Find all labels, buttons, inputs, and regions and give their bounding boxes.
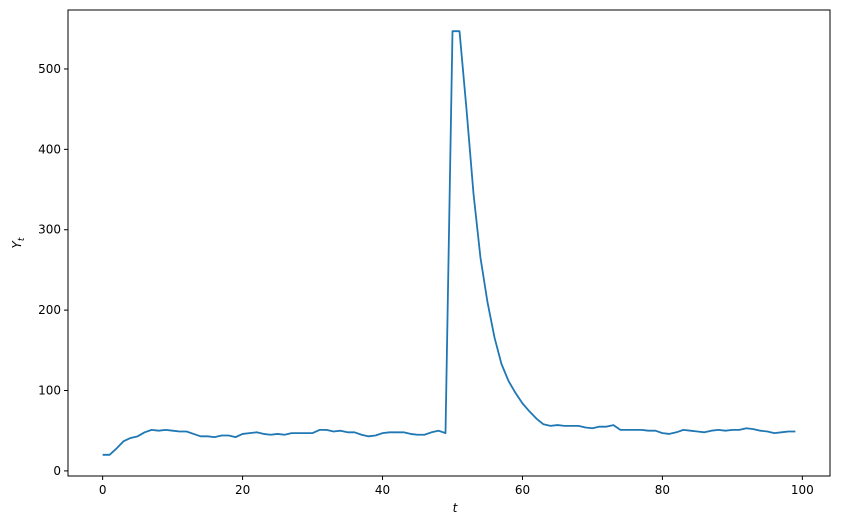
y-axis-label: Yt — [10, 237, 27, 248]
x-tick-label: 0 — [99, 483, 107, 497]
series-line — [102, 30, 796, 456]
x-axis: 0 20 40 60 80 100 — [99, 476, 814, 497]
y-tick-label: 0 — [53, 464, 61, 478]
x-tick-label: 20 — [235, 483, 250, 497]
x-tick-label: 80 — [655, 483, 670, 497]
x-tick-label: 60 — [515, 483, 530, 497]
y-axis-label-subscript: t — [17, 237, 27, 241]
plot-frame — [67, 9, 831, 477]
x-tick-label: 40 — [375, 483, 390, 497]
y-tick-label: 400 — [38, 142, 61, 156]
y-tick-label: 500 — [38, 62, 61, 76]
y-tick-label: 100 — [38, 384, 61, 398]
y-axis: 0 100 200 300 400 500 — [38, 62, 68, 478]
y-tick-label: 300 — [38, 223, 61, 237]
x-axis-label: t — [453, 501, 459, 515]
x-tick-label: 100 — [791, 483, 814, 497]
y-tick-label: 200 — [38, 303, 61, 317]
